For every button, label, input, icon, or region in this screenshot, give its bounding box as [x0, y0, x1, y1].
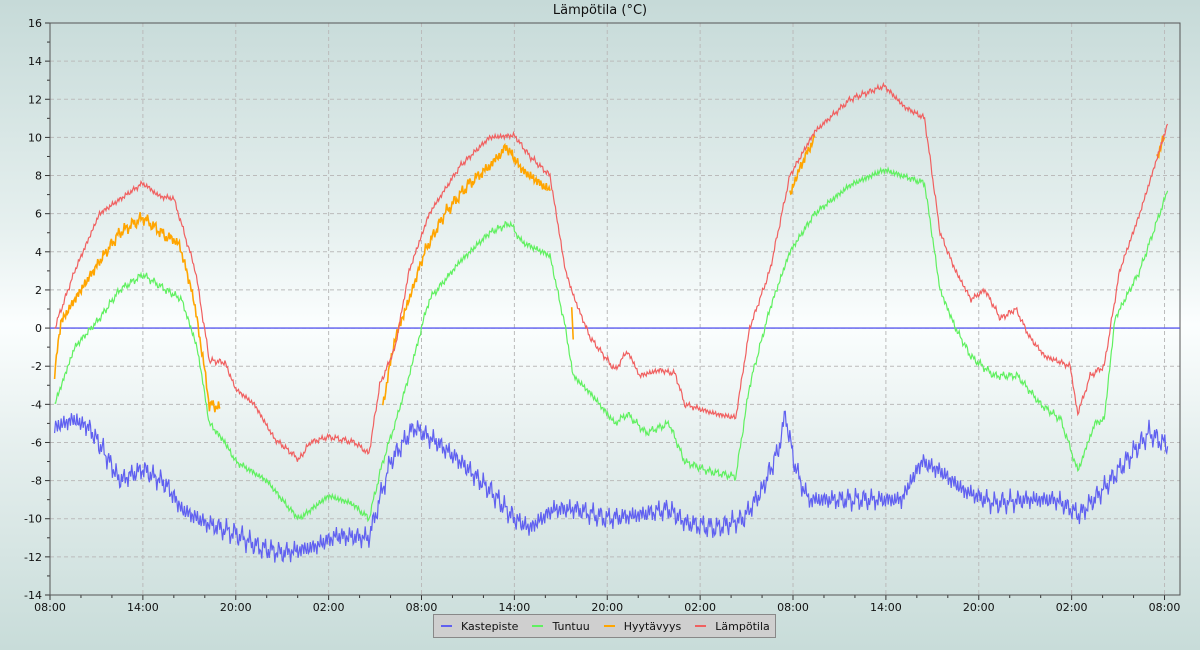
y-tick-label: 10 — [28, 131, 42, 144]
x-tick-label: 20:00 — [220, 601, 252, 614]
legend: Kastepiste Tuntuu Hyytävyys Lämpötila — [433, 614, 776, 638]
series-line-kastepiste — [54, 410, 1169, 563]
legend-swatch — [695, 625, 707, 627]
legend-label: Hyytävyys — [623, 619, 682, 633]
y-tick-label: -14 — [24, 589, 42, 602]
x-tick-label: 14:00 — [499, 601, 531, 614]
x-tick-label: 08:00 — [1149, 601, 1181, 614]
axes: -14 -12 -10 -8 -6 -4 -2 0 2 4 6 8 10 12 14 16 08:00 14:00… — [24, 17, 1181, 614]
x-tick-label: 14:00 — [870, 601, 902, 614]
legend-item[interactable]: Tuntuu — [530, 619, 590, 633]
y-tick-label: -12 — [24, 551, 42, 564]
y-tick-label: 12 — [28, 93, 42, 106]
series-line-hyytävyys — [382, 142, 551, 406]
legend-swatch — [603, 625, 615, 627]
legend-swatch — [441, 625, 452, 627]
series-lines — [50, 81, 1180, 563]
plot-frame — [49, 22, 1181, 596]
x-tick-label: 20:00 — [591, 601, 623, 614]
y-tick-label: -4 — [31, 398, 42, 411]
legend-label: Tuntuu — [552, 619, 590, 633]
x-tick-label: 08:00 — [406, 601, 438, 614]
y-tick-label: 8 — [35, 170, 42, 183]
grid — [50, 23, 1180, 595]
series-line-hyytävyys — [570, 307, 574, 340]
x-tick-label: 08:00 — [34, 601, 66, 614]
series-line-hyytävyys — [789, 133, 816, 196]
y-tick-label: -8 — [31, 475, 42, 488]
legend-label: Kastepiste — [461, 619, 519, 633]
y-tick-label: 14 — [28, 55, 42, 68]
y-tick-label: 2 — [35, 284, 42, 297]
legend-label: Lämpötila — [715, 619, 770, 633]
series-line-lämpötila — [54, 81, 1169, 462]
legend-swatch — [532, 625, 544, 627]
legend-item[interactable]: Hyytävyys — [602, 619, 682, 633]
y-tick-label: -6 — [31, 436, 42, 449]
x-tick-label: 02:00 — [684, 601, 716, 614]
x-tick-label: 02:00 — [1056, 601, 1088, 614]
series-line-tuntuu — [54, 166, 1169, 523]
chart-title: Lämpötila (°C) — [552, 3, 648, 18]
y-tick-label: 6 — [35, 208, 42, 221]
x-tick-label: 02:00 — [313, 601, 345, 614]
y-tick-label: 0 — [35, 322, 42, 335]
legend-item[interactable]: Kastepiste — [439, 620, 518, 633]
x-tick-label: 08:00 — [777, 601, 809, 614]
y-tick-label: 4 — [35, 246, 42, 259]
y-tick-label: 16 — [28, 17, 42, 30]
legend-item[interactable]: Lämpötila — [693, 619, 770, 633]
x-tick-label: 20:00 — [963, 601, 995, 614]
series-line-hyytävyys — [53, 212, 221, 413]
y-tick-label: -10 — [24, 513, 42, 526]
x-tick-label: 14:00 — [127, 601, 159, 614]
y-tick-label: -2 — [31, 360, 42, 373]
